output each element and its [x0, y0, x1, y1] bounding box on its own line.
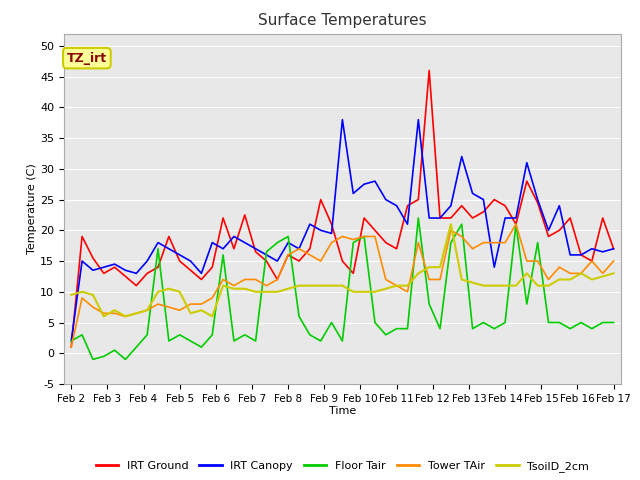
Title: Surface Temperatures: Surface Temperatures: [258, 13, 427, 28]
Y-axis label: Temperature (C): Temperature (C): [28, 163, 37, 254]
Legend: IRT Ground, IRT Canopy, Floor Tair, Tower TAir, TsoilD_2cm: IRT Ground, IRT Canopy, Floor Tair, Towe…: [91, 457, 594, 477]
Text: TZ_irt: TZ_irt: [67, 52, 107, 65]
X-axis label: Time: Time: [329, 407, 356, 417]
